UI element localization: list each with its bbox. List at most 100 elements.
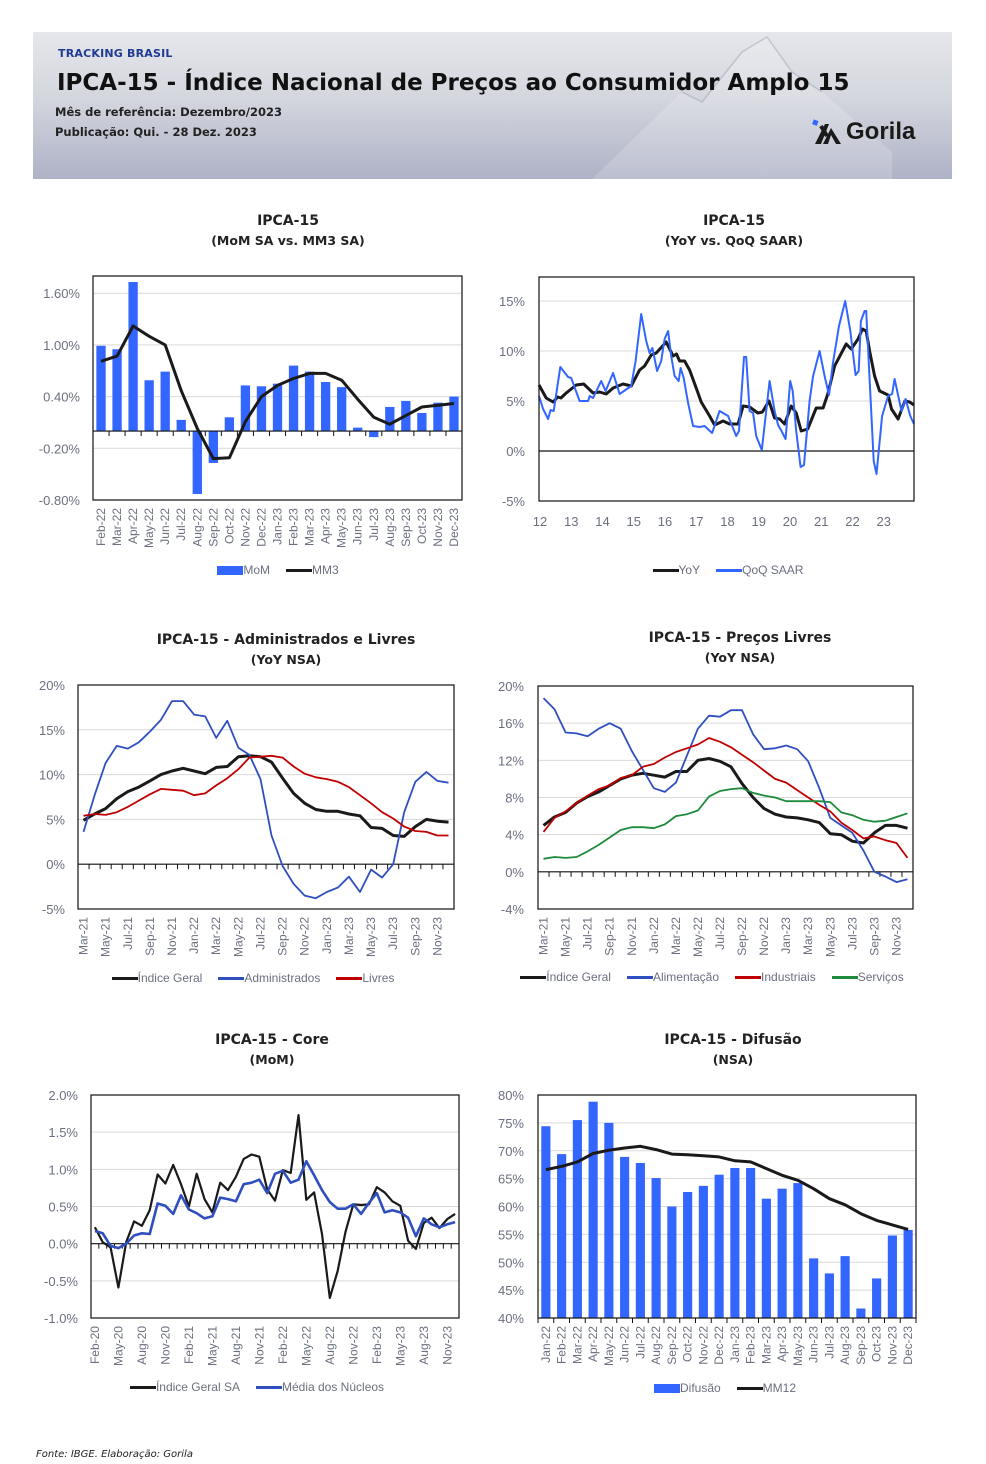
x-tick-label: Aug-22 bbox=[190, 508, 204, 547]
bar-mom bbox=[144, 380, 154, 432]
bar-difusão bbox=[824, 1273, 834, 1318]
y-tick-label: 1.5% bbox=[48, 1125, 78, 1140]
series-line-industriais bbox=[542, 737, 909, 859]
x-tick-label: Jul-21 bbox=[581, 917, 595, 950]
x-tick-label: 12 bbox=[533, 514, 547, 529]
x-tick-label: Dec-23 bbox=[901, 1326, 915, 1365]
x-tick-label: Oct-23 bbox=[870, 1326, 884, 1362]
legend-label: Livres bbox=[362, 971, 395, 985]
y-tick-label: 0% bbox=[46, 857, 65, 872]
x-tick-label: Dec-22 bbox=[254, 508, 268, 547]
x-tick-label: Aug-23 bbox=[838, 1326, 852, 1365]
x-tick-label: Aug-22 bbox=[323, 1326, 337, 1365]
legend-label: Alimentação bbox=[652, 970, 720, 984]
x-tick-label: 19 bbox=[752, 514, 766, 529]
series-line--ndice-geral-sa bbox=[93, 1113, 456, 1300]
x-tick-label: 21 bbox=[814, 514, 828, 529]
chart2-subtitle: (YoY vs. QoQ SAAR) bbox=[664, 233, 804, 248]
y-tick-label: 12% bbox=[498, 753, 524, 768]
chart4-title: IPCA-15 - Preços Livres bbox=[648, 630, 832, 646]
bar-mom bbox=[240, 385, 251, 432]
legend-item: Livres bbox=[336, 971, 394, 985]
x-tick-label: Jan-23 bbox=[271, 508, 285, 545]
legend-label: Difusão bbox=[679, 1381, 721, 1395]
bar-mom bbox=[369, 431, 379, 438]
x-tick-label: 13 bbox=[564, 514, 578, 529]
bar-difusão bbox=[667, 1206, 677, 1318]
x-tick-label: Oct-23 bbox=[415, 508, 429, 544]
y-tick-label: 0.5% bbox=[48, 1200, 78, 1215]
bar-mom bbox=[160, 371, 170, 432]
legend-label: MM12 bbox=[762, 1381, 797, 1395]
report-header: TRACKING BRASIL IPCA-15 - Índice Naciona… bbox=[33, 32, 952, 179]
chart3-subtitle: (YoY NSA) bbox=[250, 652, 322, 667]
legend-line-swatch-icon bbox=[218, 976, 245, 980]
series-line-servi-os bbox=[543, 787, 908, 860]
bar-mom bbox=[304, 371, 315, 432]
legend-label: QoQ SAAR bbox=[742, 563, 804, 577]
x-tick-label: Jul-23 bbox=[386, 917, 400, 950]
y-tick-label: 50% bbox=[498, 1255, 524, 1270]
bar-mom bbox=[272, 383, 283, 432]
publication-date: Publicação: Qui. - 28 Dez. 2023 bbox=[55, 125, 257, 139]
legend-item: YoY bbox=[652, 563, 701, 577]
chart5-subtitle: (MoM) bbox=[249, 1052, 295, 1067]
x-tick-label: Sep-22 bbox=[735, 917, 749, 956]
bar-difusão bbox=[761, 1198, 771, 1318]
legend-label: YoY bbox=[678, 563, 701, 577]
bar-difusão bbox=[635, 1163, 645, 1318]
series-line-qoq-saar bbox=[538, 300, 915, 475]
x-tick-label: Nov-23 bbox=[885, 1326, 899, 1365]
x-tick-label: Sep-22 bbox=[665, 1326, 679, 1365]
x-tick-label: Feb-21 bbox=[182, 1326, 196, 1364]
chart3-title: IPCA-15 - Administrados e Livres bbox=[156, 632, 416, 648]
bar-difusão bbox=[809, 1258, 819, 1318]
y-tick-label: -4% bbox=[501, 902, 525, 917]
x-tick-label: May-22 bbox=[231, 917, 245, 957]
chart6-title: IPCA-15 - Difusão bbox=[664, 1032, 802, 1048]
legend-item: Média dos Núcleos bbox=[255, 1380, 384, 1394]
x-tick-label: Jun-22 bbox=[618, 1326, 632, 1363]
chart-1-legend: MoM MM3 bbox=[58, 563, 498, 577]
x-tick-label: Sep-22 bbox=[206, 508, 220, 547]
legend-label: Serviços bbox=[857, 970, 904, 984]
legend-line-swatch-icon bbox=[520, 975, 547, 979]
y-tick-label: 4% bbox=[505, 828, 524, 843]
x-tick-label: Oct-22 bbox=[222, 508, 236, 544]
bar-difusão bbox=[588, 1101, 598, 1318]
x-tick-label: Jan-22 bbox=[187, 917, 201, 954]
x-tick-label: Dec-23 bbox=[447, 508, 461, 547]
x-tick-label: Sep-23 bbox=[399, 508, 413, 547]
bar-difusão bbox=[541, 1126, 551, 1318]
y-tick-label: -0.20% bbox=[39, 441, 81, 456]
legend-label: Índice Geral bbox=[137, 971, 203, 985]
chart-3-legend: Índice Geral Administrados Livres bbox=[33, 971, 473, 985]
legend-item: Índice Geral bbox=[520, 970, 611, 984]
x-tick-label: 23 bbox=[877, 514, 891, 529]
series-line--ndice-geral bbox=[82, 754, 449, 838]
x-tick-label: May-21 bbox=[99, 917, 113, 957]
x-tick-label: May-22 bbox=[602, 1326, 616, 1366]
bar-mom bbox=[208, 431, 218, 463]
x-tick-label: Jul-22 bbox=[633, 1326, 647, 1359]
x-tick-label: Jul-23 bbox=[845, 917, 859, 950]
bar-difusão bbox=[793, 1183, 803, 1318]
x-tick-label: Aug-21 bbox=[229, 1326, 243, 1365]
x-tick-label: 22 bbox=[845, 514, 859, 529]
x-tick-label: Nov-22 bbox=[696, 1326, 710, 1365]
x-tick-label: Dec-22 bbox=[712, 1326, 726, 1365]
chart4-subtitle: (YoY NSA) bbox=[704, 650, 776, 665]
plot-frame bbox=[537, 685, 914, 910]
gorila-logo: Gorila bbox=[811, 118, 915, 146]
y-tick-label: -5% bbox=[502, 494, 526, 509]
x-tick-label: 14 bbox=[595, 514, 609, 529]
chart6-subtitle: (NSA) bbox=[712, 1052, 754, 1067]
x-tick-label: Nov-21 bbox=[252, 1326, 266, 1365]
chart-5: 2.0% 1.5% 1.0% 0.5% 0.0% -0.5% -1.0% Feb-20 May-… bbox=[44, 1088, 460, 1366]
y-tick-label: 75% bbox=[498, 1116, 524, 1131]
y-tick-label: 1.00% bbox=[43, 338, 80, 353]
x-tick-label: Mar-22 bbox=[110, 508, 124, 546]
x-tick-label: Jan-22 bbox=[647, 917, 661, 954]
bar-difusão bbox=[903, 1229, 913, 1318]
